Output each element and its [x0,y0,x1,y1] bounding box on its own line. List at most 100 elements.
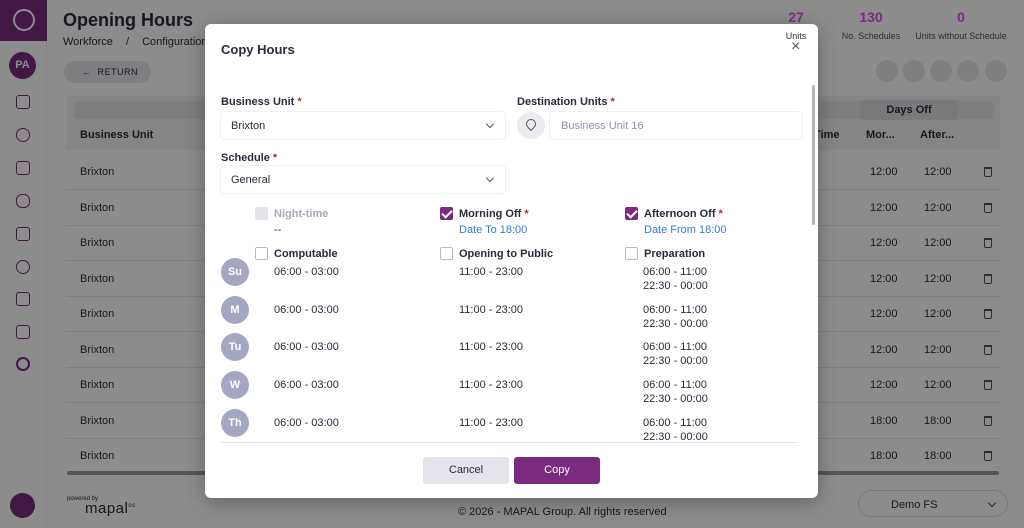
account-select[interactable]: Demo FS [858,490,1008,517]
delete-icon[interactable] [984,167,992,177]
dialog-scroll-area: Night-time -- Morning Off * Date To 18:00 Aft… [205,202,803,442]
label-text: Schedule [221,152,270,164]
column-header: Mor... [866,129,895,141]
brand: mapalos [85,500,136,517]
copy-button[interactable] [957,60,979,82]
cancel-button[interactable]: Cancel [423,457,509,484]
option-note: Date From 18:00 [644,224,727,236]
nav-icon[interactable] [16,194,30,208]
page-title: Opening Hours [63,10,193,30]
stat-value: 130 [859,9,883,25]
return-label: RETURN [97,67,139,77]
copyright: © 2026 - MAPAL Group. All rights reserve… [458,506,667,518]
download-button[interactable] [985,60,1007,82]
group-header: Days Off [860,100,958,120]
computable-hours: 06:00 - 03:00 [274,416,339,429]
checkbox-label: Preparation [644,248,705,260]
computable-hours: 06:00 - 03:00 [274,379,339,392]
checkbox[interactable] [625,247,638,260]
delete-icon[interactable] [984,238,992,248]
label-text: Destination Units [517,96,608,108]
return-button[interactable]: ← RETURN [64,61,151,83]
nav-icon[interactable] [16,227,30,241]
opening-hours: 11:00 - 23:00 [459,416,524,429]
cell: 12:00 [870,237,898,249]
copy-button[interactable]: Copy [514,457,600,484]
required-mark: * [718,208,723,220]
cell: Brixton [80,450,115,462]
crumb[interactable]: Workforce [63,36,113,48]
sidebar: PA [0,0,47,528]
delete-icon[interactable] [984,273,992,284]
delete-icon[interactable] [984,380,992,390]
day-badge: Th [221,408,249,437]
option-note: Date To 18:00 [459,224,528,236]
preparation-hours: 06:00 - 11:00 [643,266,708,278]
required-mark: * [297,96,302,108]
nav-icon[interactable] [16,325,30,339]
opening-hours: 11:00 - 23:00 [459,379,524,392]
location-icon[interactable] [517,112,545,139]
cell: Brixton [80,308,115,320]
cell: 12:00 [924,166,952,178]
label-text: Business Unit [221,96,295,108]
field-label: Business Unit * [221,96,302,108]
cell: Brixton [80,272,115,285]
location-button[interactable] [930,60,952,82]
label-text: Afternoon Off [644,208,716,220]
delete-icon[interactable] [984,202,992,213]
checkbox-label: Night-time [274,208,328,220]
destination-input[interactable]: Business Unit 16 [550,112,802,139]
brand-suffix: os [128,503,136,509]
stat-value: 0 [957,9,965,25]
checkbox [255,207,268,220]
cell: 12:00 [870,201,898,214]
cell: Brixton [80,166,115,178]
v-scrollbar[interactable] [812,85,815,225]
business-unit-select[interactable]: Brixton [221,112,505,139]
close-button[interactable]: × [791,38,801,55]
delete-icon[interactable] [984,415,992,426]
preparation-hours: 22:30 - 00:00 [643,393,708,406]
delete-icon[interactable] [984,309,992,319]
avatar[interactable]: PA [9,52,36,79]
computable-hours: 06:00 - 03:00 [274,303,339,316]
cell: Brixton [80,343,115,356]
nav-icon[interactable] [16,128,30,142]
cell: 12:00 [924,343,952,356]
nav-icon[interactable] [16,260,30,274]
stat-label: Units [785,31,807,41]
schedule-select[interactable]: General [221,166,505,193]
filter-button[interactable] [903,60,925,82]
cell: Brixton [80,237,115,249]
nav-icon[interactable] [16,292,30,306]
computable-hours: 06:00 - 03:00 [274,266,339,278]
crumb[interactable]: Configuration [142,36,208,48]
cell: 12:00 [870,308,898,320]
opening-hours: 11:00 - 23:00 [459,266,524,278]
logo[interactable] [0,0,47,41]
preparation-hours: 22:30 - 00:00 [643,317,708,330]
checkbox[interactable] [255,247,268,260]
checkbox[interactable] [440,207,453,220]
checkbox-label: Afternoon Off * [644,208,723,220]
help-logo[interactable] [10,493,35,518]
stat-label: Units without Schedule [915,31,1007,41]
cell: 18:00 [870,450,898,462]
delete-icon[interactable] [984,451,992,461]
delete-icon[interactable] [984,344,992,355]
label-text: Opening to Public [459,248,554,260]
column-header: After... [920,129,955,141]
checkbox[interactable] [440,247,453,260]
computable-hours: 06:00 - 03:00 [274,341,339,354]
required-mark: * [610,96,615,108]
brand-name: mapal [85,500,129,517]
add-button[interactable] [876,60,898,82]
nav-icon[interactable] [16,95,30,109]
nav-icon[interactable] [16,161,30,175]
checkbox[interactable] [625,207,638,220]
cell: 12:00 [924,272,952,285]
cell: 18:00 [924,450,952,462]
cell: 12:00 [870,166,898,178]
nav-icon[interactable] [16,357,30,371]
